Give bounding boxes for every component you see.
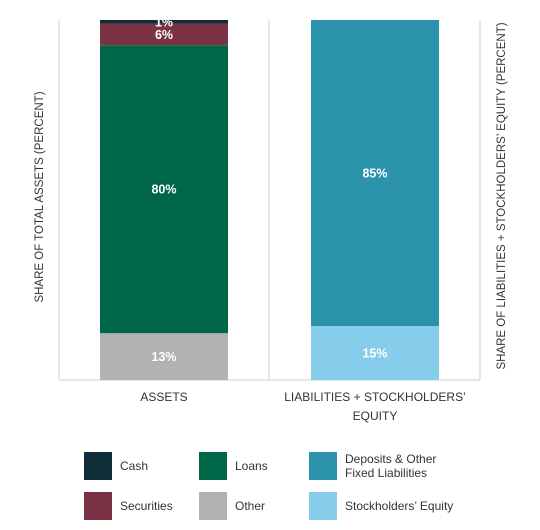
category-label: LIABILITIES + STOCKHOLDERS’ (284, 390, 466, 404)
legend-swatch (84, 492, 112, 520)
data-label-stockholders-equity: 15% (362, 347, 387, 361)
data-label-deposits-other-fixed-liabilities: 85% (362, 167, 387, 181)
legend-label: Other (235, 499, 266, 513)
category-label: ASSETS (140, 390, 187, 404)
chart-category-labels: ASSETS LIABILITIES + STOCKHOLDERS’ EQUITY (140, 390, 465, 423)
data-label-securities: 6% (155, 28, 173, 42)
legend-swatch (199, 452, 227, 480)
legend-swatch (309, 492, 337, 520)
legend-label: Stockholders’ Equity (345, 499, 454, 513)
bar-segment-other (100, 333, 228, 380)
data-label-other: 13% (151, 350, 176, 364)
y-axis-right-label: SHARE OF LIABILITIES + STOCKHOLDERS’ EQU… (496, 22, 508, 369)
legend-label: Loans (235, 459, 268, 473)
chart-data-labels: 13% 80% 6%1% 15% 85% (151, 15, 387, 364)
bar-segment-stockholders-equity (311, 326, 439, 380)
legend-item-stockholders-equity: Stockholders’ Equity (309, 492, 453, 520)
data-label-loans: 80% (151, 183, 176, 197)
bar-segment-securities (100, 23, 228, 46)
bar-segment-cash (100, 20, 228, 24)
legend-swatch (84, 452, 112, 480)
chart-bars (100, 20, 439, 380)
bar-segment-loans (100, 45, 228, 334)
y-axis-left-label: SHARE OF TOTAL ASSETS (PERCENT) (34, 91, 46, 302)
legend-label: Deposits & Other Fixed Liabilities (345, 452, 437, 480)
chart-area: 13% 80% 6%1% 15% 85% ASSETS LIABILITIES + STO… (34, 15, 508, 423)
legend-swatch (199, 492, 227, 520)
legend-item-cash: Cash (84, 452, 148, 480)
data-label-cash: 1% (155, 15, 173, 29)
category-label: EQUITY (353, 409, 398, 423)
legend-item-loans: Loans (199, 452, 268, 480)
legend-label: Securities (120, 499, 173, 513)
legend-item-other: Other (199, 492, 265, 520)
legend-item-deposits-other-fixed-liabilities: Deposits & Other Fixed Liabilities (309, 452, 436, 480)
legend-label: Cash (120, 459, 149, 473)
legend-swatch (309, 452, 337, 480)
bar-segment-deposits-other-fixed-liabilities (311, 20, 439, 326)
legend-item-securities: Securities (84, 492, 173, 520)
